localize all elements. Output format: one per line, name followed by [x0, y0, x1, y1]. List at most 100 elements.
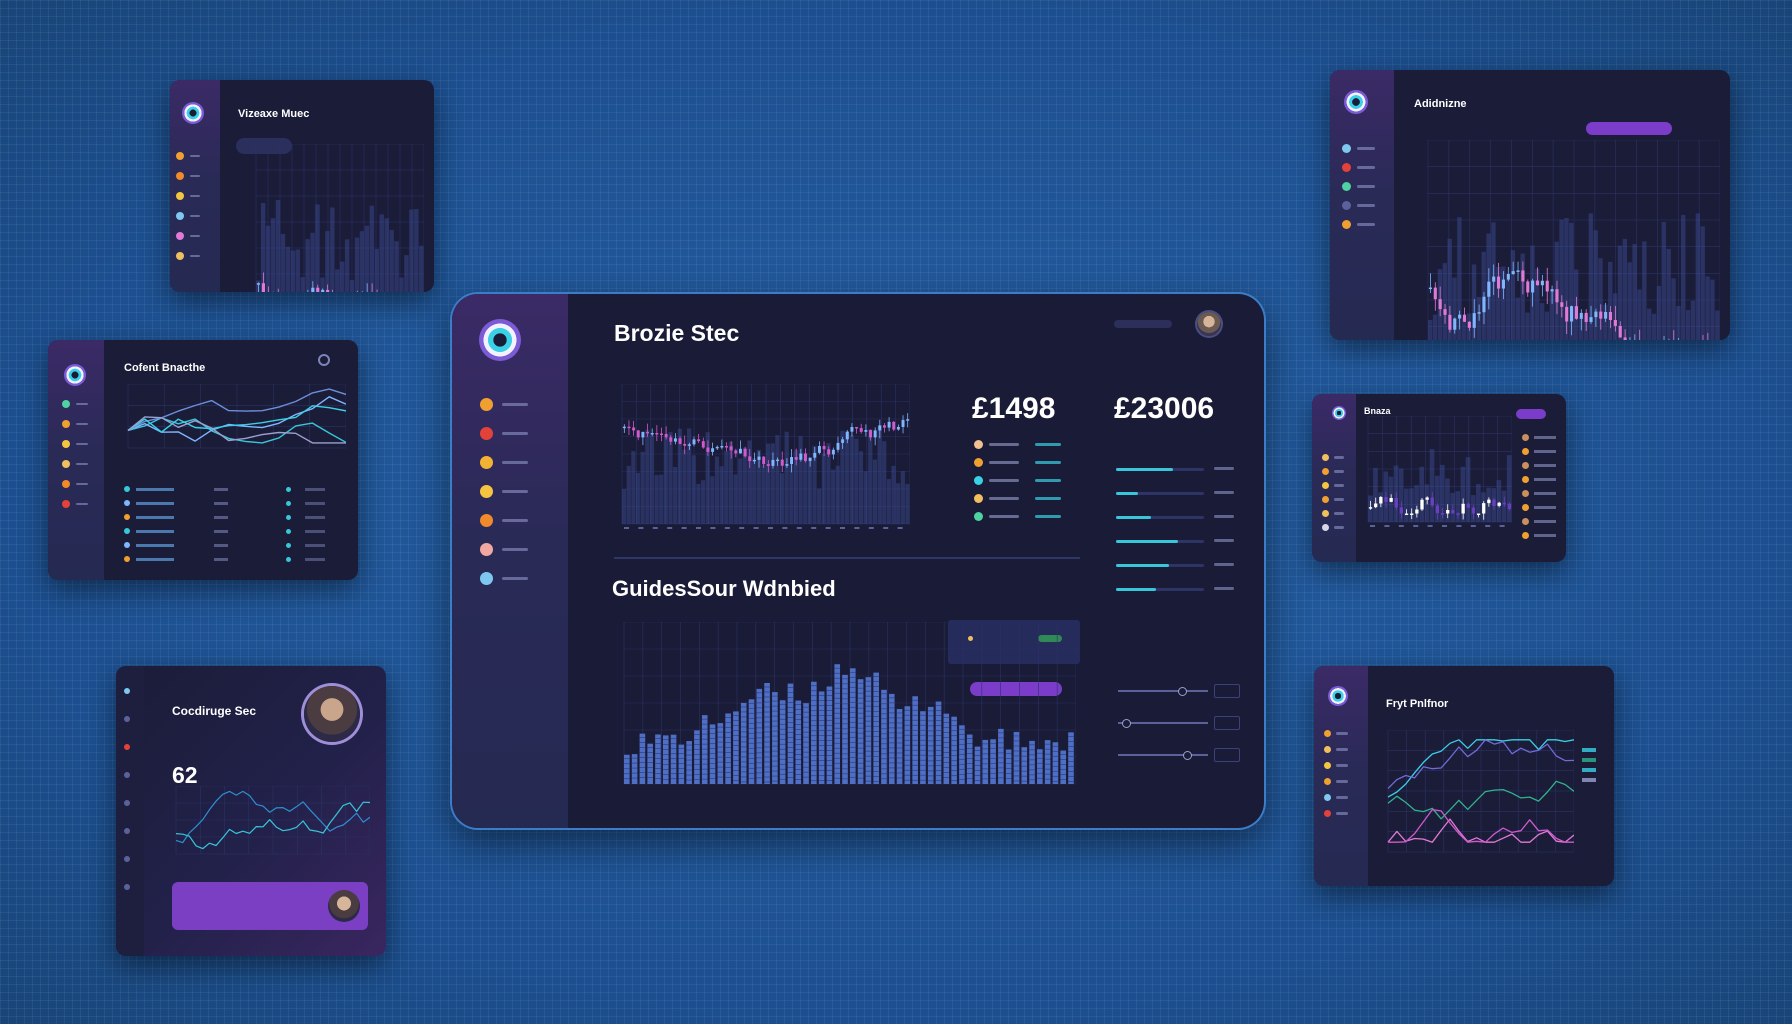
- table-row[interactable]: [124, 486, 325, 492]
- nav-item[interactable]: [1322, 468, 1344, 475]
- list-item[interactable]: [1522, 518, 1556, 525]
- nav-icon: [1324, 730, 1331, 737]
- slider-track[interactable]: [1118, 687, 1208, 696]
- volume-bar: [1398, 468, 1404, 522]
- chart-bar: [982, 739, 989, 784]
- nav-item[interactable]: [124, 800, 134, 806]
- chart-filter-pill[interactable]: [970, 682, 1062, 696]
- nav-item[interactable]: [1322, 454, 1344, 461]
- card-top-left: Vizeaxe Muec: [170, 80, 434, 292]
- list-item[interactable]: [1522, 504, 1556, 511]
- nav-item[interactable]: [176, 212, 200, 220]
- nav-item[interactable]: [176, 172, 200, 180]
- slider-knob[interactable]: [1122, 719, 1132, 728]
- nav-item[interactable]: [62, 440, 88, 448]
- nav-item[interactable]: [1322, 524, 1344, 531]
- volume-bar: [640, 451, 645, 524]
- nav-item[interactable]: [1322, 482, 1344, 489]
- nav-item[interactable]: [1342, 220, 1376, 229]
- nav-item[interactable]: [62, 460, 88, 468]
- list-item[interactable]: [1522, 532, 1556, 539]
- volume-bar: [305, 239, 310, 292]
- nav-item[interactable]: [124, 856, 134, 862]
- ml-settings-icon[interactable]: [318, 354, 330, 366]
- candle-body: [771, 459, 775, 466]
- nav-item[interactable]: [124, 716, 134, 722]
- search-field[interactable]: [1114, 320, 1172, 328]
- volume-bar: [1465, 457, 1471, 522]
- grid-lines: [175, 786, 370, 855]
- row-status-icon: [286, 514, 291, 520]
- list-item[interactable]: [1522, 476, 1556, 483]
- nav-item[interactable]: [124, 884, 134, 890]
- nav-item[interactable]: [480, 514, 529, 527]
- mr-sidebar: [1312, 394, 1356, 562]
- list-item[interactable]: [1522, 462, 1556, 469]
- nav-item[interactable]: [1324, 778, 1348, 785]
- progress-fill: [1116, 492, 1138, 495]
- list-item[interactable]: [1522, 434, 1556, 441]
- nav-item[interactable]: [1342, 182, 1376, 191]
- nav-item[interactable]: [1322, 496, 1344, 503]
- nav-item[interactable]: [1342, 201, 1376, 210]
- volume-bar: [631, 451, 636, 524]
- legend-icon: [974, 440, 983, 449]
- slider-knob[interactable]: [1182, 751, 1192, 760]
- volume-bar: [265, 225, 271, 292]
- table-row[interactable]: [124, 556, 325, 562]
- bl-avatar[interactable]: [304, 686, 360, 742]
- nav-item[interactable]: [1342, 163, 1376, 172]
- table-row[interactable]: [124, 542, 325, 548]
- nav-item[interactable]: [1324, 810, 1348, 817]
- nav-item[interactable]: [480, 572, 529, 585]
- nav-item[interactable]: [124, 828, 134, 834]
- mr-logo-icon: [1332, 406, 1346, 420]
- nav-item[interactable]: [1322, 510, 1344, 517]
- tl-chip[interactable]: [236, 138, 292, 154]
- nav-item[interactable]: [480, 427, 529, 440]
- slider-track[interactable]: [1118, 751, 1208, 760]
- table-row[interactable]: [124, 500, 325, 506]
- list-item[interactable]: [1522, 490, 1556, 497]
- nav-item[interactable]: [1324, 762, 1348, 769]
- nav-item[interactable]: [480, 398, 529, 411]
- nav-item[interactable]: [1324, 730, 1348, 737]
- candle-body: [831, 449, 835, 455]
- nav-item[interactable]: [480, 456, 529, 469]
- volume-bar: [275, 199, 281, 292]
- avatar[interactable]: [1197, 312, 1221, 336]
- nav-item[interactable]: [62, 420, 88, 428]
- chart-bar: [795, 700, 802, 784]
- nav-item[interactable]: [62, 400, 88, 408]
- nav-item[interactable]: [62, 480, 88, 488]
- nav-item[interactable]: [176, 252, 200, 260]
- candle-body: [627, 426, 631, 429]
- list-item[interactable]: [1522, 448, 1556, 455]
- table-row[interactable]: [124, 528, 325, 534]
- nav-item[interactable]: [1342, 144, 1376, 153]
- mr-status-pill[interactable]: [1516, 409, 1546, 419]
- nav-item[interactable]: [176, 232, 200, 240]
- nav-item[interactable]: [62, 500, 88, 508]
- table-row[interactable]: [124, 514, 325, 520]
- nav-label-bar: [1335, 780, 1348, 783]
- slider-track[interactable]: [1118, 719, 1208, 728]
- nav-item[interactable]: [176, 152, 200, 160]
- nav-item[interactable]: [124, 688, 134, 694]
- tr-filter-pill[interactable]: [1586, 122, 1672, 135]
- series-line: [127, 416, 346, 444]
- bl-message-banner[interactable]: [172, 882, 368, 930]
- nav-item[interactable]: [480, 543, 529, 556]
- chart-bar: [670, 734, 677, 784]
- nav-item[interactable]: [124, 744, 134, 750]
- tooltip-toggle[interactable]: [1038, 635, 1062, 642]
- nav-item[interactable]: [1324, 746, 1348, 753]
- slider-knob[interactable]: [1178, 687, 1188, 696]
- candle-body: [864, 430, 868, 432]
- candle-body: [878, 425, 882, 431]
- nav-item[interactable]: [176, 192, 200, 200]
- nav-item[interactable]: [1324, 794, 1348, 801]
- tl-candlestick-chart: [248, 144, 424, 292]
- nav-item[interactable]: [480, 485, 529, 498]
- nav-item[interactable]: [124, 772, 134, 778]
